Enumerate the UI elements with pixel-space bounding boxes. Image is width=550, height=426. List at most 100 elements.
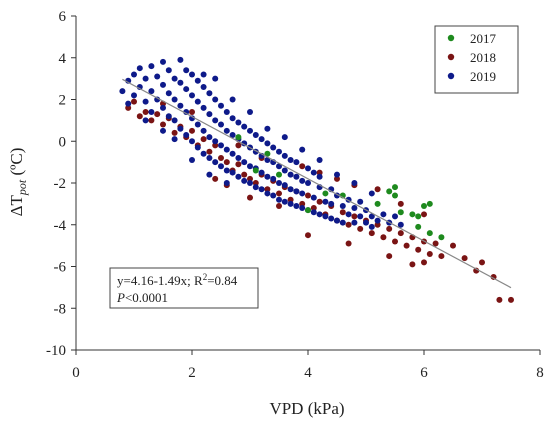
p-value-symbol: P bbox=[116, 290, 125, 305]
point-2019 bbox=[136, 65, 143, 72]
point-2017 bbox=[392, 184, 398, 191]
point-2019 bbox=[299, 205, 306, 212]
point-2017 bbox=[386, 188, 393, 195]
point-2019 bbox=[229, 169, 236, 176]
point-2019 bbox=[148, 63, 155, 70]
point-2019 bbox=[276, 180, 282, 186]
point-2019 bbox=[276, 163, 282, 170]
x-axis: 0 2 4 6 8 bbox=[72, 350, 544, 381]
point-2019 bbox=[247, 127, 253, 134]
point-2018 bbox=[235, 142, 242, 149]
point-2019 bbox=[258, 136, 265, 143]
point-2019 bbox=[310, 169, 317, 176]
y-axis-title: ΔTpot (ºC) bbox=[7, 148, 29, 217]
point-2019 bbox=[322, 213, 329, 220]
point-2019 bbox=[392, 213, 398, 220]
point-2018 bbox=[212, 175, 219, 182]
point-2019 bbox=[334, 217, 340, 224]
y-axis-title-unit: (ºC) bbox=[7, 148, 26, 180]
point-2019 bbox=[287, 186, 294, 193]
point-2019 bbox=[160, 104, 166, 111]
point-2018 bbox=[223, 159, 230, 166]
y-tick-label: -2 bbox=[54, 176, 67, 192]
point-2019 bbox=[189, 92, 195, 99]
x-tick-label: 4 bbox=[304, 365, 312, 381]
point-2019 bbox=[310, 194, 317, 201]
y-tick-label: 6 bbox=[59, 9, 67, 25]
point-2018 bbox=[276, 202, 282, 209]
point-2019 bbox=[252, 131, 259, 138]
data-points bbox=[119, 56, 514, 303]
point-2019 bbox=[258, 186, 265, 193]
point-2019 bbox=[212, 138, 219, 145]
point-2019 bbox=[270, 144, 277, 151]
point-2019 bbox=[154, 96, 161, 103]
point-2019 bbox=[345, 211, 352, 218]
point-2019 bbox=[241, 159, 248, 166]
point-2019 bbox=[293, 202, 300, 209]
point-2019 bbox=[200, 104, 207, 111]
point-2019 bbox=[189, 138, 195, 145]
point-2018 bbox=[426, 250, 433, 257]
point-2019 bbox=[223, 180, 230, 186]
point-2019 bbox=[223, 127, 230, 134]
point-2019 bbox=[229, 96, 236, 103]
point-2017 bbox=[276, 171, 282, 178]
p-value-rest: <0.0001 bbox=[125, 290, 168, 305]
y-axis-title-main: ΔT bbox=[7, 194, 26, 216]
y-tick-label: 0 bbox=[59, 134, 67, 150]
point-2018 bbox=[299, 200, 306, 207]
equation-superscript: 2 bbox=[203, 272, 208, 282]
point-2019 bbox=[339, 202, 346, 209]
point-2019 bbox=[281, 182, 288, 189]
point-2018 bbox=[206, 148, 213, 155]
point-2018 bbox=[276, 190, 282, 197]
legend-label-2019: 2019 bbox=[470, 69, 496, 84]
point-2019 bbox=[328, 200, 335, 207]
point-2019 bbox=[305, 165, 311, 172]
point-2019 bbox=[299, 177, 306, 184]
point-2019 bbox=[380, 211, 387, 218]
point-2019 bbox=[316, 157, 323, 164]
point-2018 bbox=[247, 175, 253, 182]
point-2018 bbox=[142, 109, 149, 116]
point-2019 bbox=[194, 144, 201, 151]
point-2019 bbox=[177, 56, 184, 63]
point-2019 bbox=[148, 109, 155, 116]
annotation-box bbox=[109, 267, 259, 309]
point-2018 bbox=[508, 296, 514, 303]
point-2018 bbox=[200, 136, 207, 143]
point-2019 bbox=[351, 205, 358, 212]
point-2017 bbox=[374, 200, 381, 207]
point-2019 bbox=[177, 102, 184, 109]
point-2019 bbox=[247, 109, 253, 116]
point-2019 bbox=[363, 219, 369, 226]
point-2019 bbox=[165, 90, 172, 97]
regression-equation: y=4.16-1.49x; R2=0.84 bbox=[117, 272, 238, 288]
y-tick-label: -8 bbox=[54, 301, 67, 317]
point-2018 bbox=[415, 246, 422, 253]
point-2018 bbox=[392, 238, 398, 245]
y-tick-label: 2 bbox=[59, 93, 67, 109]
point-2019 bbox=[218, 102, 224, 109]
point-2017 bbox=[421, 202, 427, 209]
point-2018 bbox=[479, 259, 485, 266]
point-2018 bbox=[368, 230, 375, 237]
point-2019 bbox=[125, 100, 132, 107]
point-2019 bbox=[316, 211, 323, 218]
point-2018 bbox=[125, 104, 132, 111]
point-2019 bbox=[131, 92, 137, 99]
point-2019 bbox=[328, 215, 335, 222]
point-2019 bbox=[200, 83, 207, 90]
point-2019 bbox=[194, 98, 201, 105]
point-2019 bbox=[368, 213, 375, 220]
point-2018 bbox=[438, 253, 445, 260]
point-2019 bbox=[142, 75, 149, 82]
point-2019 bbox=[293, 159, 300, 166]
point-2019 bbox=[247, 180, 253, 186]
point-2019 bbox=[258, 169, 265, 176]
point-2019 bbox=[142, 98, 149, 105]
point-2017 bbox=[392, 192, 398, 199]
point-2018 bbox=[386, 225, 393, 232]
point-2019 bbox=[206, 90, 213, 97]
